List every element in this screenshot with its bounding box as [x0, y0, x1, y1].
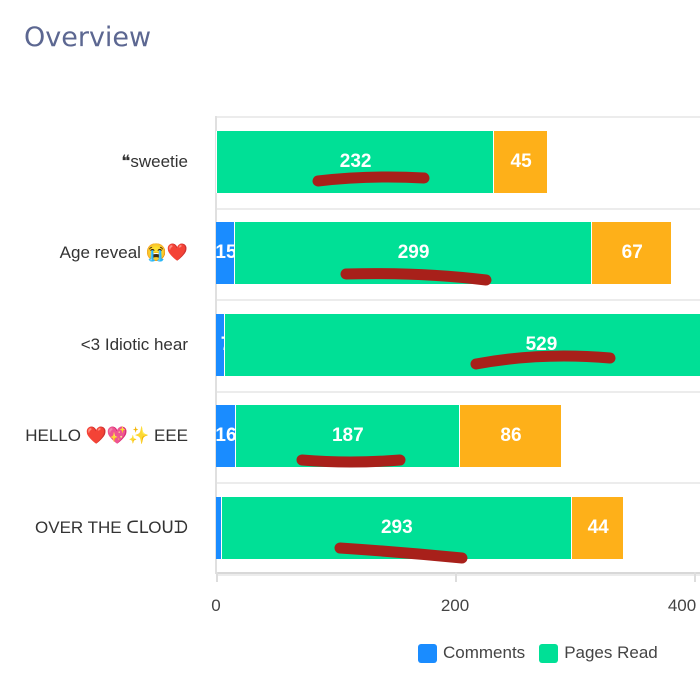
bar-series-3[interactable]: 44: [570, 496, 624, 559]
bar-pages-read[interactable]: 299: [233, 222, 592, 285]
data-label: 293: [380, 516, 413, 538]
category-label: ❝sweetie: [121, 151, 188, 171]
legend: Comments Pages Read: [418, 643, 658, 663]
bar-comments[interactable]: 7: [216, 313, 231, 376]
legend-item-pages-read[interactable]: Pages Read: [539, 643, 658, 663]
x-axis-line: [216, 572, 700, 574]
legend-swatch: [418, 643, 437, 663]
data-label: 44: [587, 516, 609, 538]
bar-series-3[interactable]: 67: [591, 222, 672, 285]
bar-series-3[interactable]: 86: [458, 405, 562, 468]
bar-series-3[interactable]: 45: [493, 130, 547, 193]
row-separator: [216, 390, 700, 393]
x-tick-label: 0: [211, 596, 221, 615]
x-tick-label: 200: [440, 596, 470, 615]
page-title: Overview: [24, 22, 152, 53]
bar-pages-read[interactable]: 187: [235, 405, 459, 468]
row-separator: [216, 482, 700, 484]
legend-label: Comments: [443, 643, 526, 662]
category-label: OVER THE ᑕᒪOᑌᗪ: [35, 517, 188, 537]
category-label: HELLO ❤️💖✨ EEE: [25, 426, 188, 446]
data-label: 232: [339, 150, 372, 172]
row-separator: [216, 207, 700, 210]
data-label: 529: [525, 333, 558, 355]
data-label: 299: [397, 242, 430, 264]
x-tick-label: 400: [667, 596, 697, 615]
bar-comments[interactable]: 16: [215, 405, 237, 468]
bar-comments[interactable]: [216, 496, 221, 559]
bar-pages-read[interactable]: 232: [216, 130, 494, 193]
legend-label: Pages Read: [564, 643, 658, 662]
x-tick-mark: [694, 572, 696, 582]
data-label: 45: [510, 150, 532, 172]
legend-swatch: [539, 643, 559, 663]
bar-pages-read[interactable]: 529: [224, 313, 700, 376]
x-tick-mark: [216, 572, 218, 582]
row-separator: [216, 116, 700, 118]
legend-item-comments[interactable]: Comments: [418, 643, 525, 663]
data-label: 67: [621, 242, 643, 264]
row-separator: [216, 299, 700, 301]
category-label: <3 Idiotic hear: [80, 334, 188, 354]
data-label: 86: [500, 425, 522, 447]
row-separator: [216, 573, 700, 576]
bar-pages-read[interactable]: 293: [220, 496, 571, 559]
data-label: 187: [331, 425, 364, 447]
data-label: 16: [215, 425, 237, 447]
data-label: 15: [215, 242, 237, 264]
category-label: Age reveal 😭❤️: [59, 243, 188, 263]
bar-comments[interactable]: 15: [215, 222, 237, 285]
x-tick-mark: [455, 572, 457, 582]
